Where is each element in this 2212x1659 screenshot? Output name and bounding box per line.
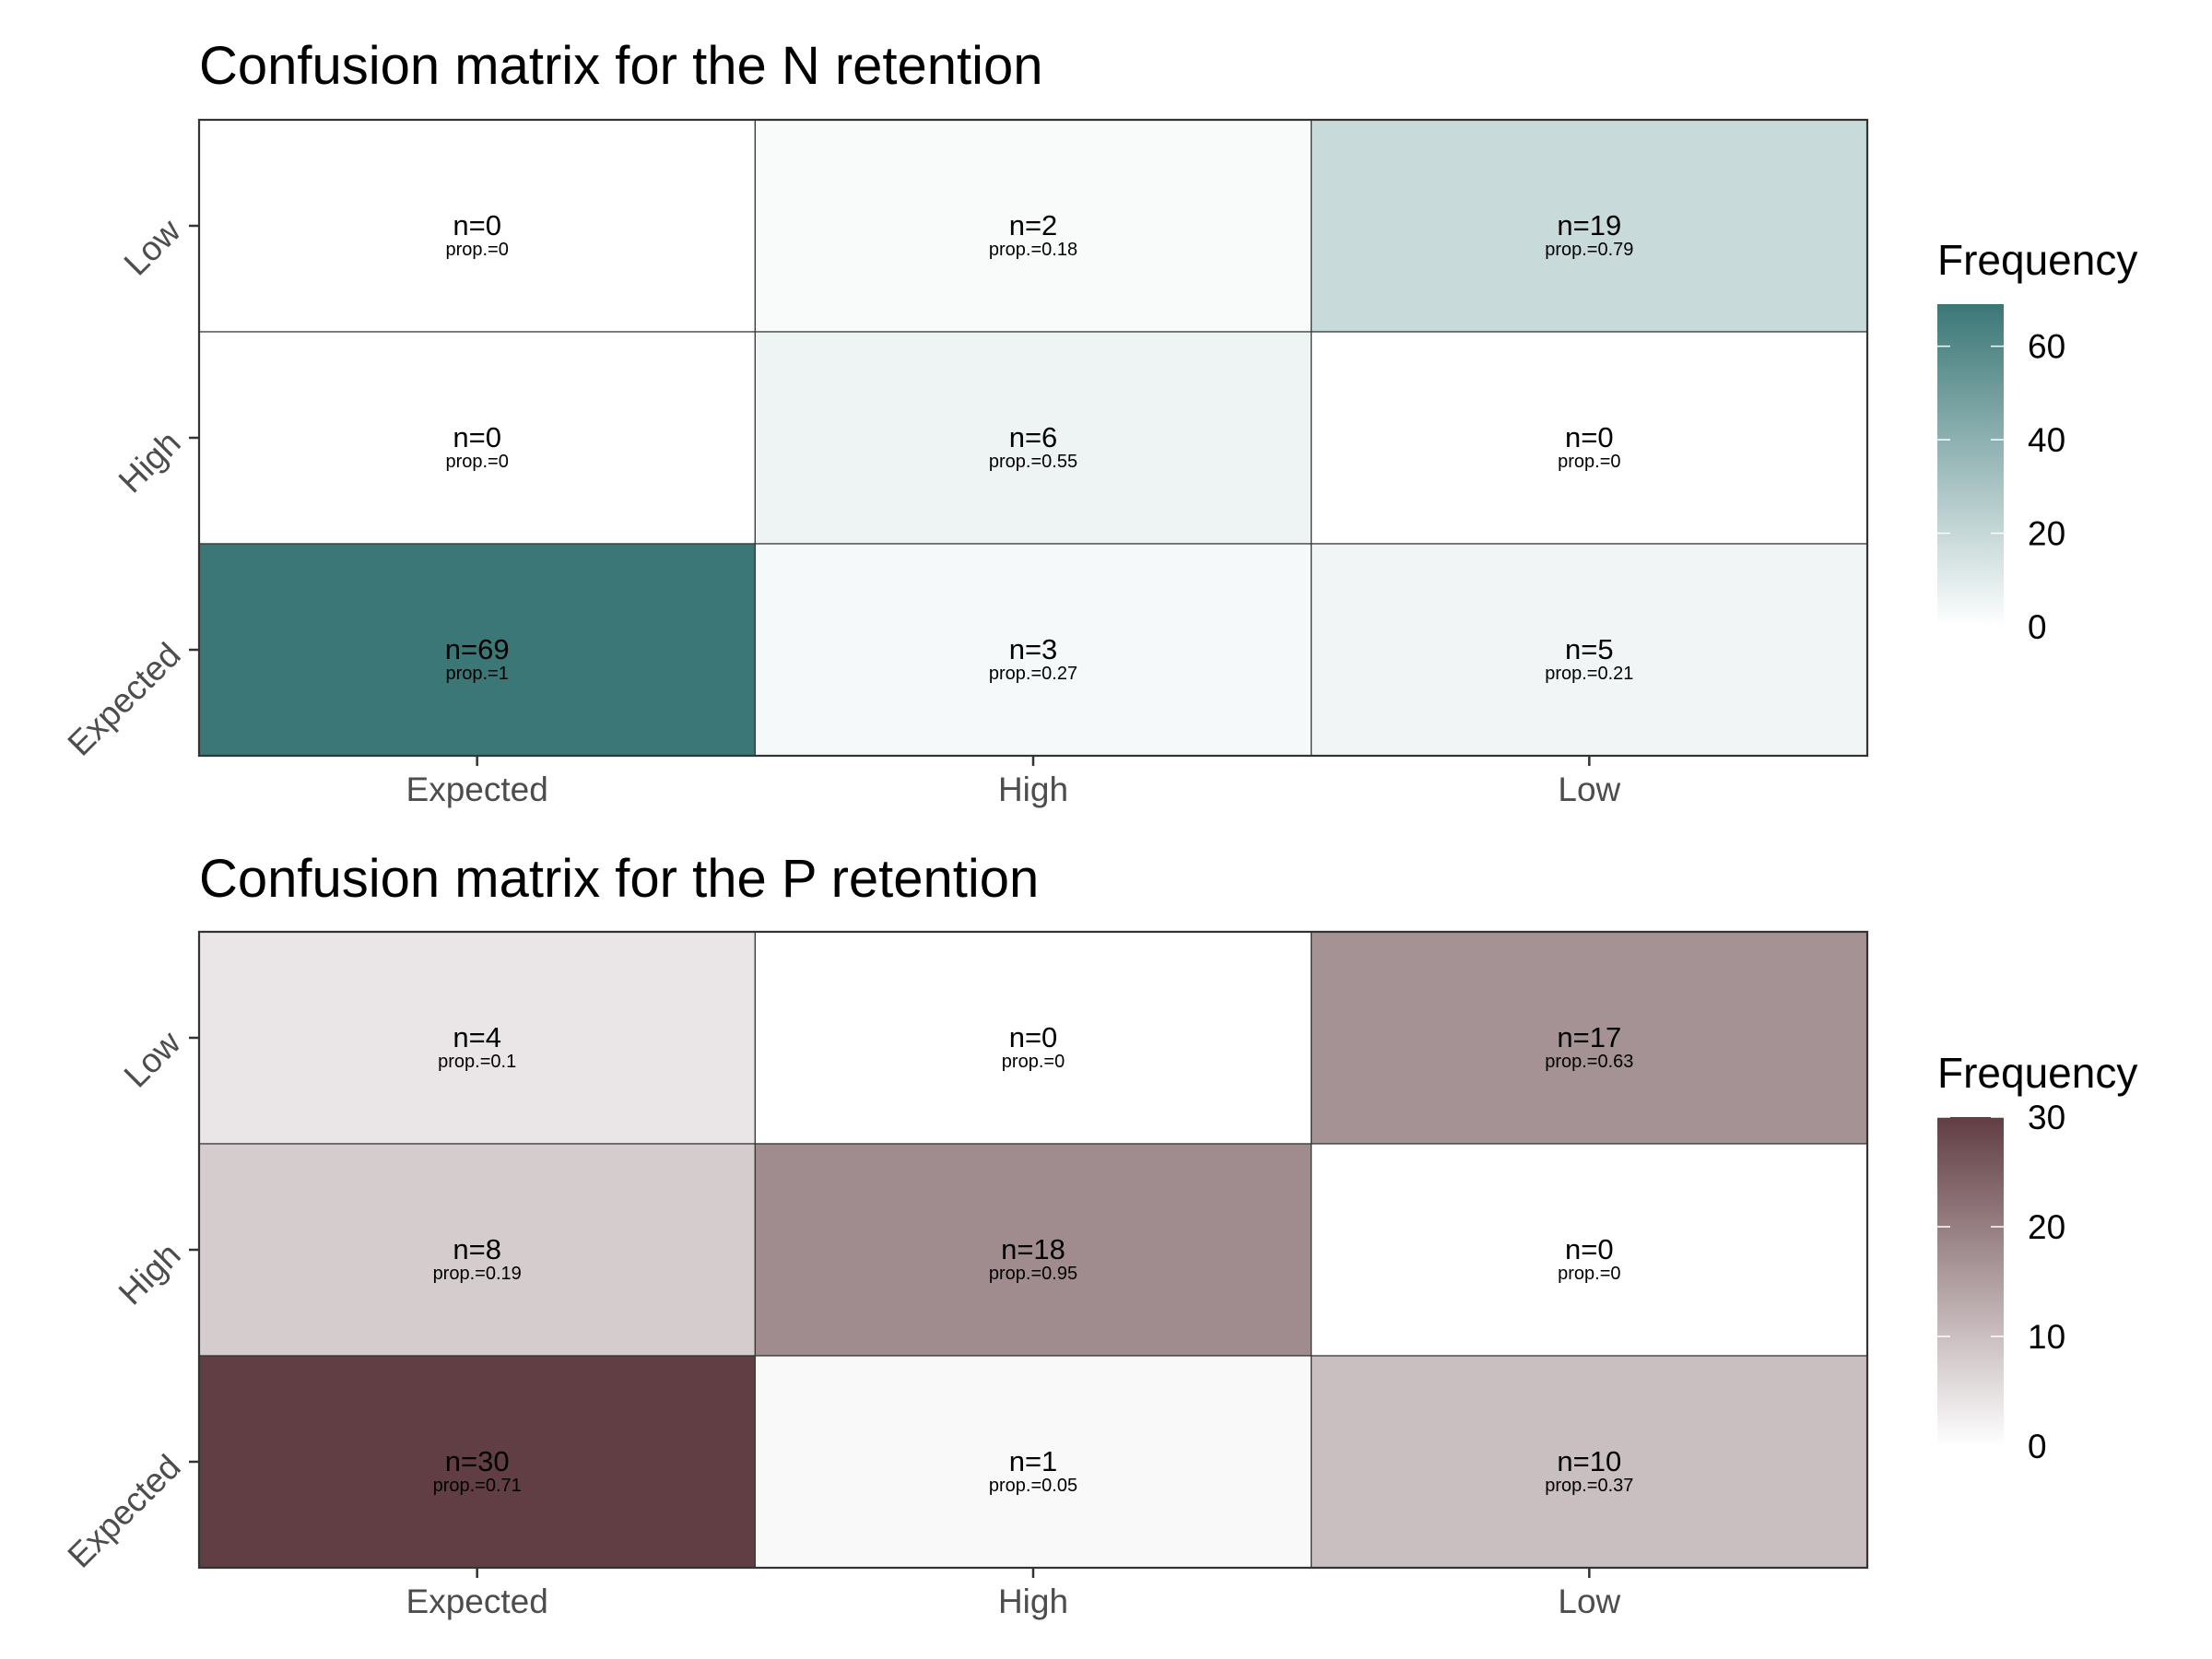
legend-tick-label: 0: [2028, 1428, 2047, 1465]
heatmap-cell: [198, 1355, 756, 1569]
panel-p-retention: Confusion matrix for the P retention n=4…: [61, 849, 2138, 1620]
panel-p-title: Confusion matrix for the P retention: [199, 849, 1039, 909]
heatmap-n-retention: n=0prop.=0n=2prop.=0.18n=19prop.=0.79n=0…: [61, 118, 2137, 808]
cell-proportion-label: prop.=0.18: [989, 240, 1077, 260]
cell-proportion-label: prop.=0.63: [1545, 1052, 1633, 1072]
cell-count-label: n=18: [1001, 1233, 1065, 1265]
legend-tick-label: 60: [2028, 328, 2065, 366]
cell-proportion-label: prop.=0.27: [989, 664, 1077, 684]
panel-n-retention: Confusion matrix for the N retention n=0…: [61, 36, 2138, 808]
cell-count-label: n=0: [453, 421, 501, 453]
y-axis-tick-label: High: [112, 1236, 188, 1312]
x-axis-tick-label: Low: [1558, 1583, 1620, 1620]
legend-tick-label: 10: [2028, 1318, 2065, 1356]
legend-tick-label: 20: [2028, 1208, 2065, 1246]
cell-count-label: n=5: [1565, 633, 1614, 665]
heatmap-cell: [198, 331, 756, 545]
cell-count-label: n=17: [1557, 1021, 1621, 1053]
heatmap-cell: [754, 1355, 1312, 1569]
legend-tick-label: 40: [2028, 421, 2065, 459]
cell-count-label: n=30: [445, 1445, 510, 1477]
cell-count-label: n=3: [1009, 633, 1058, 665]
x-axis-tick-label: High: [998, 1583, 1068, 1620]
x-axis-tick-label: Low: [1558, 771, 1620, 808]
cell-count-label: n=0: [453, 209, 501, 241]
y-axis-tick-label: Low: [117, 1023, 188, 1094]
heatmap-cell: [1311, 931, 1868, 1145]
cell-count-label: n=0: [1565, 421, 1614, 453]
legend-title: Frequency: [1937, 236, 2137, 284]
legend-colorbar: [1937, 304, 2004, 627]
cell-count-label: n=19: [1557, 209, 1621, 241]
legend-tick-label: 20: [2028, 515, 2065, 553]
cell-proportion-label: prop.=1: [445, 664, 508, 684]
heatmap-cell: [754, 331, 1312, 545]
cell-proportion-label: prop.=0.1: [438, 1052, 516, 1072]
heatmap-cell: [1311, 1143, 1868, 1357]
cell-proportion-label: prop.=0.79: [1545, 240, 1633, 260]
x-axis-tick-label: Expected: [406, 1583, 548, 1620]
heatmap-cell: [198, 931, 756, 1145]
cell-proportion-label: prop.=0.71: [433, 1476, 522, 1496]
legend-title: Frequency: [1937, 1049, 2137, 1097]
cell-proportion-label: prop.=0.55: [989, 452, 1077, 472]
cell-proportion-label: prop.=0.19: [433, 1264, 522, 1284]
y-axis-tick-label: High: [112, 424, 188, 500]
legend-tick-label: 0: [2028, 608, 2047, 646]
heatmap-cell: [754, 543, 1312, 757]
heatmap-cell: [198, 119, 756, 333]
heatmap-p-retention: n=4prop.=0.1n=0prop.=0n=17prop.=0.63n=8p…: [61, 930, 2137, 1620]
heatmap-cell: [198, 543, 756, 757]
y-axis-tick-label: Low: [117, 211, 188, 282]
cell-count-label: n=8: [453, 1233, 501, 1265]
cell-proportion-label: prop.=0.37: [1545, 1476, 1633, 1496]
heatmap-cell: [1311, 331, 1868, 545]
cell-proportion-label: prop.=0: [445, 240, 508, 260]
y-axis-tick-label: Expected: [61, 636, 188, 763]
heatmap-cell: [198, 1143, 756, 1357]
cell-proportion-label: prop.=0: [1002, 1052, 1065, 1072]
cell-proportion-label: prop.=0.21: [1545, 664, 1633, 684]
x-axis-tick-label: Expected: [406, 771, 548, 808]
cell-proportion-label: prop.=0: [1558, 452, 1620, 472]
cell-count-label: n=0: [1009, 1021, 1058, 1053]
legend-colorbar: [1937, 1117, 2004, 1446]
heatmap-cell: [754, 931, 1312, 1145]
cell-count-label: n=2: [1009, 209, 1058, 241]
heatmap-cell: [754, 119, 1312, 333]
cell-count-label: n=1: [1009, 1445, 1058, 1477]
x-axis-tick-label: High: [998, 771, 1068, 808]
cell-count-label: n=0: [1565, 1233, 1614, 1265]
y-axis-tick-label: Expected: [61, 1448, 188, 1575]
cell-count-label: n=69: [445, 633, 510, 665]
cell-proportion-label: prop.=0: [445, 452, 508, 472]
cell-count-label: n=10: [1557, 1445, 1621, 1477]
cell-proportion-label: prop.=0.95: [989, 1264, 1077, 1284]
cell-proportion-label: prop.=0.05: [989, 1476, 1077, 1496]
heatmap-cell: [1311, 1355, 1868, 1569]
cell-proportion-label: prop.=0: [1558, 1264, 1620, 1284]
cell-count-label: n=6: [1009, 421, 1058, 453]
heatmap-cell: [754, 1143, 1312, 1357]
legend-tick-label: 30: [2028, 1099, 2065, 1136]
cell-count-label: n=4: [453, 1021, 501, 1053]
panel-n-title: Confusion matrix for the N retention: [199, 36, 1043, 96]
